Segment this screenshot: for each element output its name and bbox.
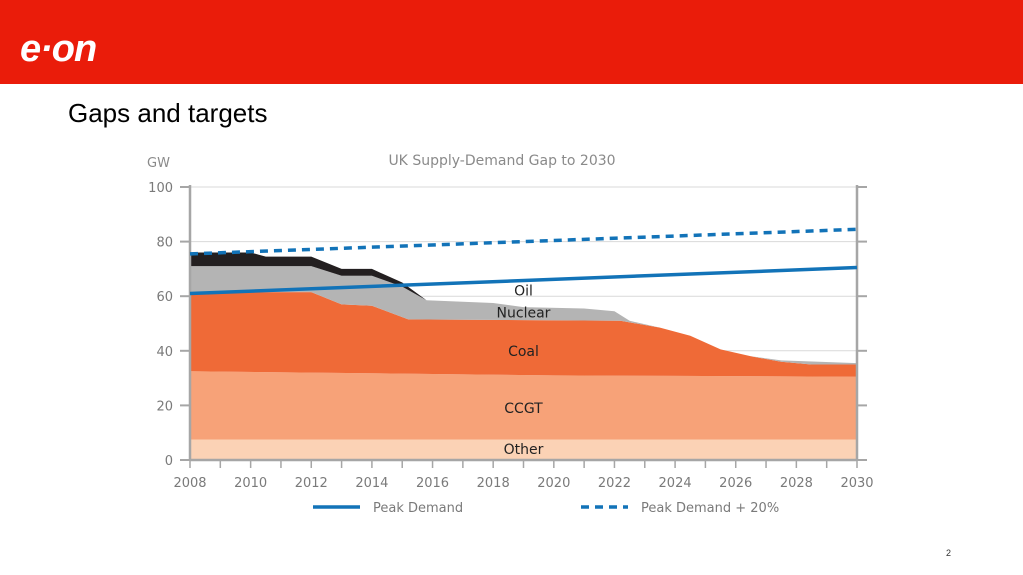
- x-tick-label: 2028: [780, 476, 813, 491]
- area-oil: [190, 252, 427, 301]
- page-title: Gaps and targets: [68, 98, 268, 128]
- x-tick-label: 2026: [719, 476, 752, 491]
- chart-title-group: UK Supply-Demand Gap to 2030 GW: [147, 153, 616, 171]
- axes-layer: 0 20 40 60 80 100 2008 2010 2012 2014 2016 2018 2020…: [148, 181, 873, 491]
- y-tick-label: 40: [156, 345, 173, 360]
- y-tick-label: 20: [156, 399, 173, 414]
- y-tick-label: 80: [156, 236, 173, 251]
- y-tick-label: 0: [165, 454, 173, 469]
- x-tick-label: 2008: [173, 476, 206, 491]
- header-band: e·on: [0, 0, 1023, 84]
- x-tick-label: 2014: [355, 476, 388, 491]
- area-label-other: Other: [504, 442, 544, 458]
- logo-text: e·on: [20, 28, 96, 68]
- chart-title: UK Supply-Demand Gap to 2030: [388, 153, 615, 169]
- eon-logo: e·on: [20, 28, 97, 68]
- x-tick-label: 2020: [537, 476, 570, 491]
- areas-layer: [190, 252, 857, 460]
- area-ccgt: [190, 371, 857, 440]
- area-labels-layer: Other CCGT Coal Nuclear Oil: [497, 284, 551, 458]
- area-nuclear: [190, 266, 857, 365]
- area-other: [190, 439, 857, 460]
- area-label-nuclear: Nuclear: [497, 306, 551, 322]
- chart: UK Supply-Demand Gap to 2030 GW 0 20 40 60 8…: [147, 153, 874, 516]
- legend-label: Peak Demand: [373, 501, 463, 516]
- area-coal: [190, 292, 857, 377]
- legend: Peak Demand Peak Demand + 20%: [313, 501, 779, 516]
- x-tick-label: 2010: [234, 476, 267, 491]
- legend-label: Peak Demand + 20%: [641, 501, 779, 516]
- x-tick-label: 2018: [477, 476, 510, 491]
- x-tick-label: 2024: [659, 476, 692, 491]
- y-tick-label: 100: [148, 181, 173, 196]
- area-label-ccgt: CCGT: [504, 401, 543, 417]
- x-tick-label: 2030: [840, 476, 873, 491]
- page-number: 2: [946, 548, 952, 558]
- x-tick-label: 2022: [598, 476, 631, 491]
- series-line-peak-demand: [189, 265, 858, 296]
- y-axis-unit-label: GW: [147, 156, 170, 171]
- lines-layer: [189, 227, 858, 296]
- x-tick-label: 2016: [416, 476, 449, 491]
- area-label-oil: Oil: [514, 284, 533, 300]
- area-label-coal: Coal: [508, 344, 539, 360]
- x-tick-label: 2012: [295, 476, 328, 491]
- y-tick-label: 60: [156, 290, 173, 305]
